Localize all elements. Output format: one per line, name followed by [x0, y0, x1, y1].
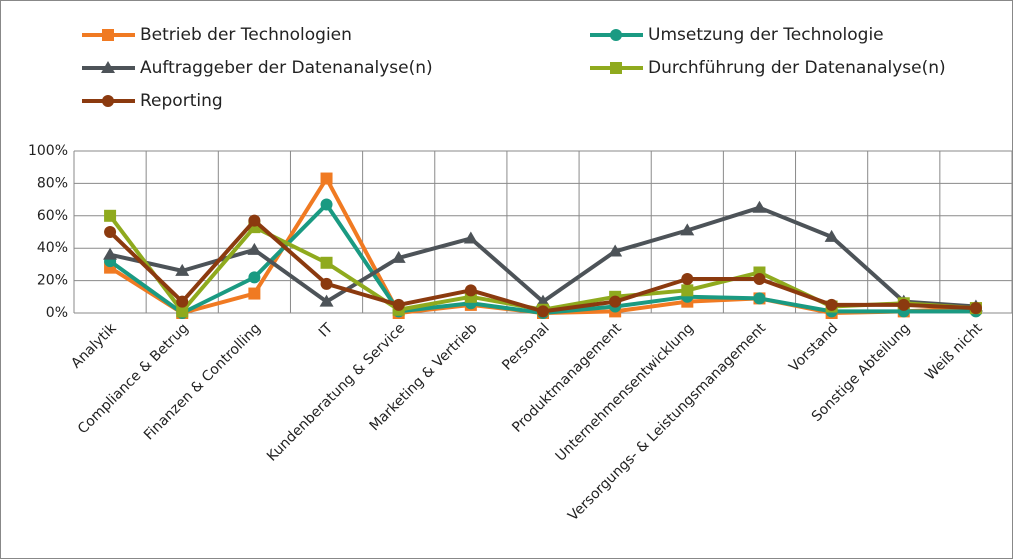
legend-marker [101, 61, 115, 73]
marker [969, 302, 982, 315]
y-tick-label: 80% [37, 175, 68, 191]
marker [464, 284, 477, 297]
marker [320, 256, 333, 269]
legend-marker [610, 29, 622, 41]
legend-label: Betrieb der Technologien [140, 25, 352, 45]
marker [176, 295, 189, 308]
marker [391, 250, 406, 263]
marker [248, 214, 261, 227]
marker [319, 294, 334, 307]
marker [753, 292, 766, 305]
y-tick-label: 20% [37, 273, 68, 289]
marker [320, 277, 333, 290]
marker [463, 231, 478, 244]
marker [247, 242, 262, 255]
marker [536, 294, 550, 307]
marker [392, 298, 405, 311]
legend-label: Durchführung der Datenanalyse(n) [648, 58, 946, 78]
legend-marker [102, 29, 114, 41]
legend-label: Reporting [140, 91, 223, 111]
marker [608, 244, 623, 257]
legend-label: Auftraggeber der Datenanalyse(n) [140, 58, 433, 78]
marker [825, 298, 838, 311]
marker [104, 226, 117, 238]
y-tick-label: 60% [37, 208, 68, 224]
marker [248, 271, 261, 284]
legend-label: Umsetzung der Technologie [648, 25, 884, 45]
y-tick-label: 0% [46, 305, 68, 321]
marker [681, 284, 694, 297]
marker [537, 305, 549, 318]
marker [681, 272, 694, 285]
marker [320, 198, 333, 211]
y-tick-label: 100% [28, 143, 68, 159]
marker [175, 263, 190, 276]
marker [753, 272, 766, 285]
marker [897, 298, 910, 311]
marker [824, 229, 839, 242]
legend-marker [102, 95, 114, 107]
marker [248, 287, 261, 300]
y-tick-label: 40% [37, 240, 68, 256]
marker [752, 200, 767, 213]
marker [320, 172, 333, 185]
marker [103, 247, 118, 260]
marker [609, 295, 622, 308]
marker [104, 209, 117, 222]
legend-marker [610, 62, 622, 74]
marker [176, 305, 189, 318]
marker [680, 223, 695, 236]
